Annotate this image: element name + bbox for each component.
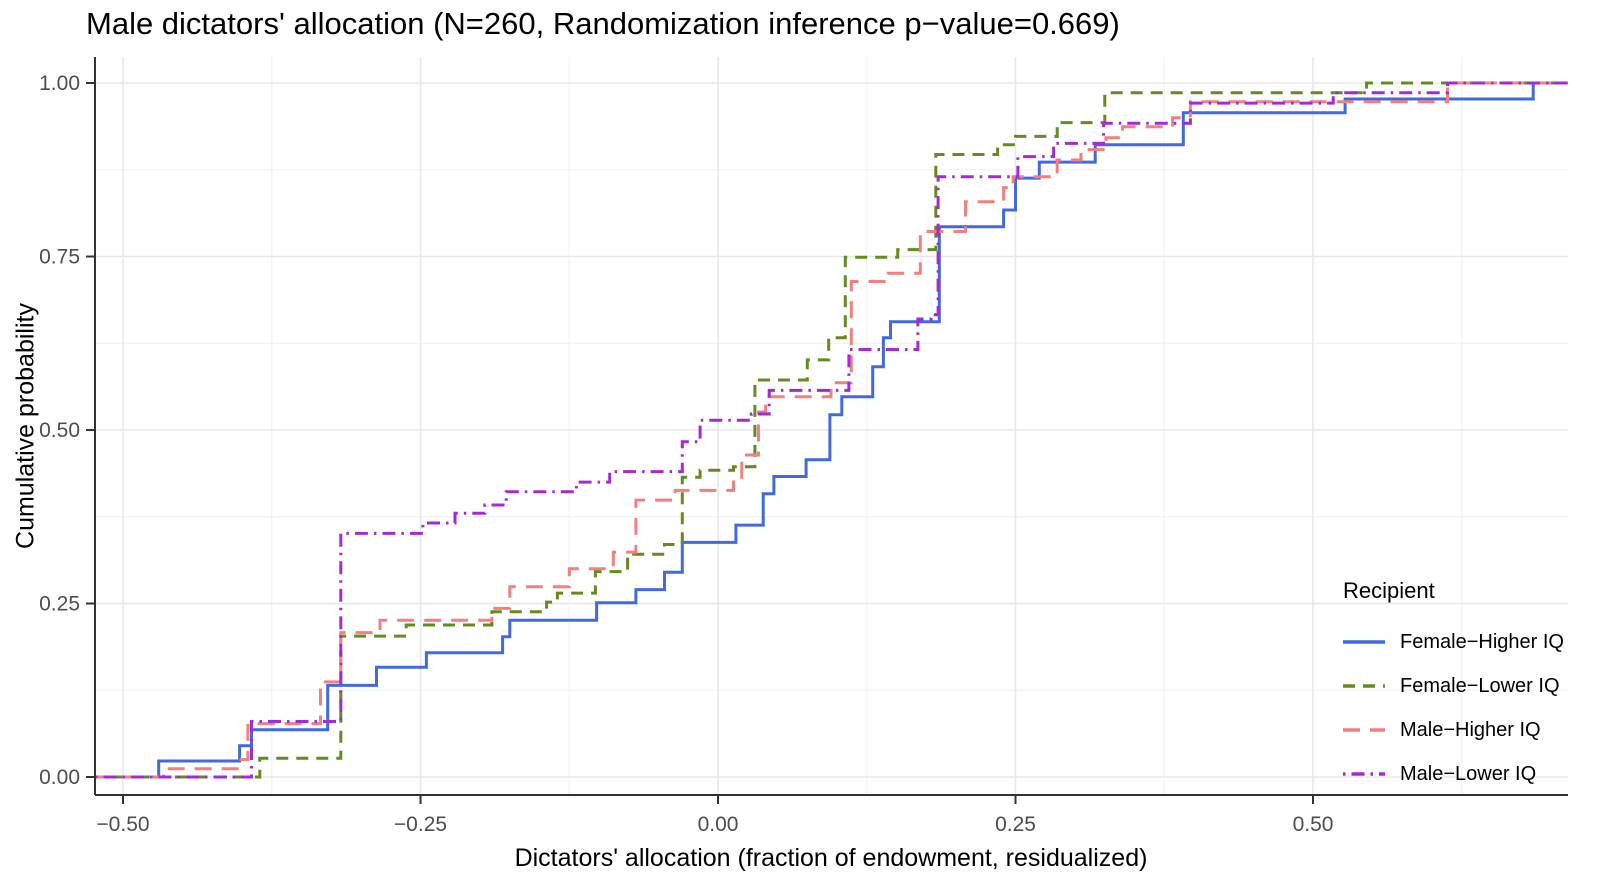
legend-item-label: Male−Lower IQ — [1400, 762, 1537, 785]
y-tick-label: 0.25 — [39, 593, 80, 616]
legend-item-male-higher-iq: Male−Higher IQ — [1343, 708, 1564, 752]
legend-key-line — [1343, 684, 1385, 688]
x-tick-label: −0.25 — [394, 813, 447, 836]
legend-title: Recipient — [1343, 578, 1435, 603]
y-axis-label: Cumulative probability — [11, 303, 40, 549]
legend-item-male-lower-iq: Male−Lower IQ — [1343, 752, 1564, 796]
legend-item-label: Male−Higher IQ — [1400, 718, 1541, 741]
series-line-female-lower-iq — [95, 81, 1568, 779]
y-tick-label: 0.00 — [39, 766, 80, 789]
x-tick-label: 0.00 — [698, 813, 739, 836]
legend: Recipient Female−Higher IQ Female−Lower I… — [1343, 578, 1564, 796]
legend-item-label: Female−Higher IQ — [1400, 630, 1564, 653]
y-tick-label: 0.75 — [39, 246, 80, 269]
legend-key-line — [1343, 640, 1385, 644]
series-line-male-higher-iq — [95, 81, 1568, 779]
x-tick-label: 0.50 — [1293, 813, 1334, 836]
x-tick-label: 0.25 — [995, 813, 1036, 836]
legend-items: Female−Higher IQ Female−Lower IQ Male−High… — [1343, 620, 1564, 796]
x-axis-label: Dictators' allocation (fraction of endow… — [514, 844, 1148, 872]
legend-item-female-lower-iq: Female−Lower IQ — [1343, 664, 1564, 708]
y-tick-label: 0.50 — [39, 419, 80, 442]
legend-key-line — [1343, 772, 1385, 776]
legend-item-female-higher-iq: Female−Higher IQ — [1343, 620, 1564, 664]
chart-title: Male dictators' allocation (N=260, Rando… — [86, 6, 1120, 41]
legend-key-line — [1343, 728, 1385, 732]
y-tick-label: 1.00 — [39, 72, 80, 95]
x-tick-label: −0.50 — [96, 813, 149, 836]
series-line-male-lower-iq — [95, 81, 1568, 779]
legend-item-label: Female−Lower IQ — [1400, 674, 1560, 697]
